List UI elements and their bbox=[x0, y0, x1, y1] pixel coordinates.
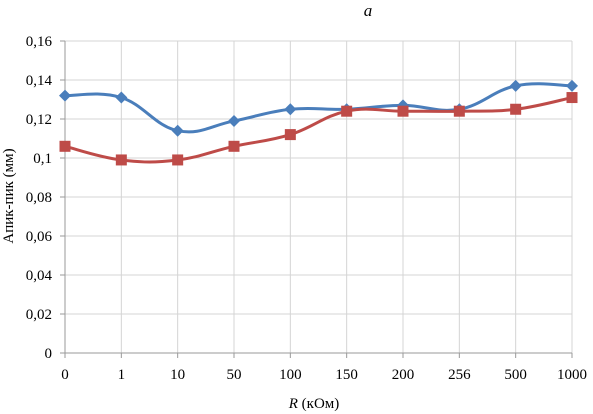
x-tick-labels: 0 1 10 50 100 150 200 256 500 1000 bbox=[61, 367, 587, 383]
series-1-point bbox=[115, 91, 128, 104]
x-tick-label: 10 bbox=[170, 367, 185, 383]
series-2-point bbox=[59, 140, 71, 152]
series-2-point bbox=[566, 92, 578, 104]
series-2-point bbox=[115, 154, 127, 166]
x-tick-label: 0 bbox=[61, 367, 69, 383]
chart-title: а bbox=[364, 1, 373, 20]
series-2-point bbox=[172, 154, 184, 166]
series-2-point bbox=[397, 105, 409, 117]
x-axis-variable: R bbox=[288, 396, 298, 412]
series-2-point bbox=[284, 129, 296, 141]
series-line-2 bbox=[64, 96, 573, 164]
axes bbox=[60, 40, 573, 358]
series-2-point bbox=[453, 105, 465, 117]
x-tick-label: 50 bbox=[227, 367, 242, 383]
x-axis-label: R (кОм) bbox=[288, 396, 340, 412]
series-group bbox=[59, 79, 578, 166]
y-tick-label: 0,1 bbox=[33, 151, 52, 167]
series-1-point bbox=[509, 79, 522, 92]
x-axis-unit: (кОм) bbox=[298, 396, 339, 412]
y-axis-label: Апик-пик (мм) bbox=[1, 148, 17, 243]
x-tick-label: 1000 bbox=[557, 367, 587, 383]
series-1-point bbox=[171, 124, 184, 137]
y-tick-label: 0,12 bbox=[26, 112, 52, 128]
y-tick-label: 0,16 bbox=[26, 34, 53, 50]
x-tick-label: 200 bbox=[392, 367, 415, 383]
y-tick-label: 0,02 bbox=[26, 307, 52, 323]
x-tick-label: 256 bbox=[448, 367, 471, 383]
series-2-point bbox=[228, 140, 240, 152]
y-tick-label: 0,14 bbox=[26, 73, 53, 89]
x-tick-label: 150 bbox=[335, 367, 358, 383]
series-1-point bbox=[566, 79, 578, 92]
series-2-point bbox=[510, 103, 522, 115]
y-tick-labels: 0 0,02 0,04 0,06 0,08 0,1 0,12 0,14 0,16 bbox=[26, 34, 53, 362]
series-1-point bbox=[228, 114, 240, 127]
gridlines bbox=[65, 40, 573, 353]
y-tick-label: 0,04 bbox=[26, 268, 53, 284]
y-tick-label: 0,08 bbox=[26, 190, 52, 206]
series-2-point bbox=[341, 105, 353, 117]
y-tick-label: 0 bbox=[45, 346, 53, 362]
series-line-1 bbox=[64, 82, 573, 134]
x-tick-label: 100 bbox=[279, 367, 302, 383]
series-1-point bbox=[59, 89, 71, 102]
x-tick-label: 500 bbox=[504, 367, 527, 383]
series-1-point bbox=[284, 103, 297, 116]
y-tick-label: 0,06 bbox=[26, 229, 53, 245]
x-tick-label: 1 bbox=[118, 367, 126, 383]
